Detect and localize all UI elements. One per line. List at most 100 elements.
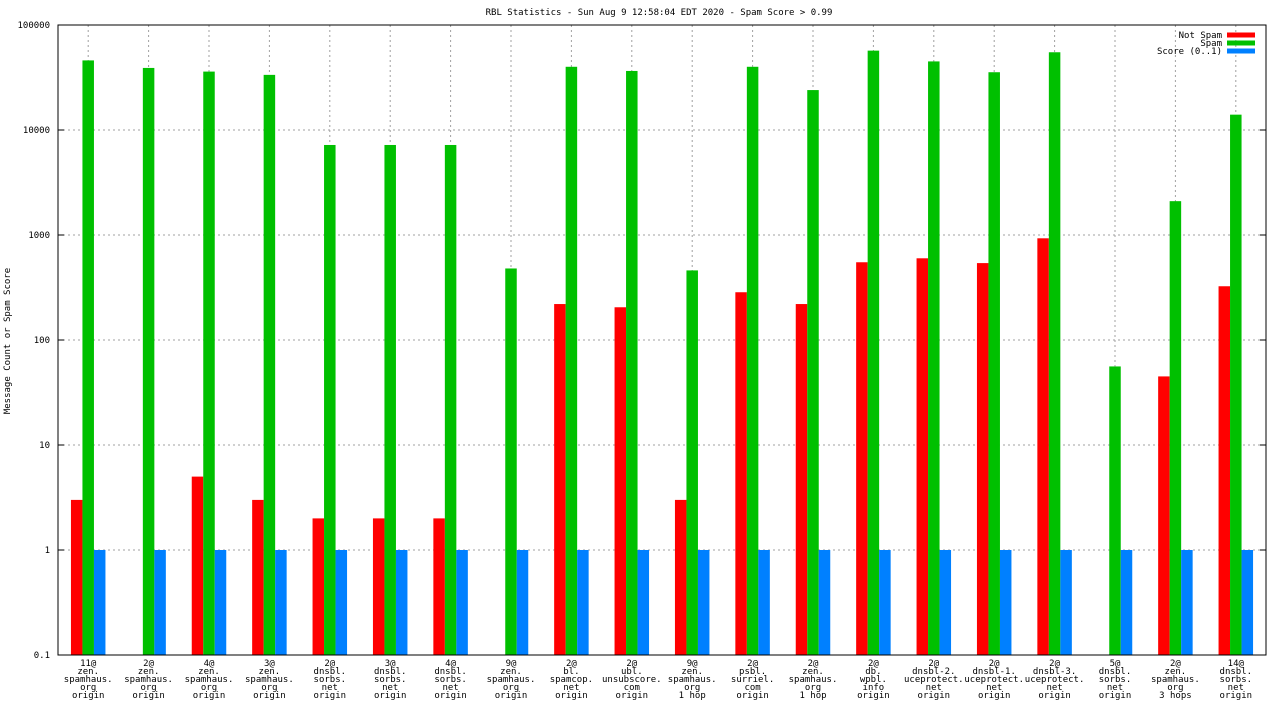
bar [1048, 52, 1061, 656]
x-tick-label-line: origin [1038, 691, 1071, 701]
x-tick-label-line: origin [253, 691, 286, 701]
y-tick-label: 1000 [28, 231, 50, 241]
bar [697, 550, 710, 655]
y-tick-labels: 0.1 1 10 100 1000 10000 100000 [17, 21, 50, 661]
x-tick-label-line: 14@ [1228, 659, 1245, 669]
x-tick-label-line: org [684, 683, 700, 693]
chart-title: RBL Statistics - Sun Aug 9 12:58:04 EDT … [486, 8, 833, 18]
x-tick-label-line: dnsbl. [1099, 667, 1132, 677]
x-tick-label-line: net [382, 683, 398, 693]
legend-label: Score (0..1) [1157, 47, 1222, 57]
x-tick-label-line: org [261, 683, 277, 693]
x-tick-label-line: origin [918, 691, 951, 701]
x-tick-label-line: sorbs. [1099, 675, 1132, 685]
x-tick-label-line: 2@ [1049, 659, 1060, 669]
x-tick-label-line: spamhaus. [1151, 675, 1200, 685]
bar [988, 72, 1000, 656]
bar [686, 270, 698, 655]
bar [335, 550, 348, 655]
bar [203, 71, 215, 655]
x-tick-label-line: 2@ [747, 659, 758, 669]
bar [372, 518, 385, 655]
x-tick-label-line: 2@ [626, 659, 637, 669]
x-tick-label-line: spamhaus. [668, 675, 717, 685]
x-tick-label-line: org [503, 683, 519, 693]
x-tick-label-line: zen. [198, 667, 220, 677]
x-tick-label-line: spamhaus. [789, 675, 838, 685]
bar [433, 518, 445, 655]
x-tick-label-line: org [805, 683, 821, 693]
x-tick-label-line: org [80, 683, 96, 693]
bar [263, 74, 276, 655]
x-tick-label-line: net [563, 683, 579, 693]
legend-swatch [1227, 40, 1255, 46]
bar [795, 304, 808, 655]
x-tick-label-line: zen. [77, 667, 99, 677]
bar [916, 258, 929, 655]
x-tick-label-line: zen. [138, 667, 160, 677]
series-score-0-1 [93, 550, 1254, 655]
x-tick-label-line: net [926, 683, 942, 693]
bar [154, 550, 166, 655]
bar [1218, 286, 1231, 655]
x-tick-label-line: origin [1220, 691, 1253, 701]
x-tick-label-line: 2@ [868, 659, 879, 669]
x-tick-label-line: 2@ [928, 659, 939, 669]
x-tick-label-line: dnsbl. [374, 667, 407, 677]
bar [505, 268, 517, 655]
x-tick-label-line: zen. [500, 667, 522, 677]
x-tick-label-line: zen. [802, 667, 824, 677]
series-spam [82, 50, 1242, 656]
bar [565, 66, 578, 656]
y-tick-label: 100 [34, 336, 50, 346]
x-tick-label-line: psbl. [739, 667, 766, 677]
x-tick-label-line: net [1046, 683, 1062, 693]
x-tick-label-line: 9@ [506, 659, 517, 669]
bar [939, 550, 952, 655]
y-tick-label: 0.1 [34, 651, 50, 661]
legend-label: Spam [1200, 39, 1222, 49]
x-tick-label-line: zen. [681, 667, 703, 677]
bar [758, 550, 770, 655]
bar [456, 550, 468, 655]
x-tick-label-line: spamhaus. [64, 675, 113, 685]
bar [554, 304, 566, 655]
x-tick-label-line: uceprotect. [904, 675, 964, 685]
x-tick-labels: 11@zen.spamhaus.orgorigin2@zen.spamhaus.… [64, 659, 1252, 701]
x-tick-label-line: bl. [563, 667, 579, 677]
x-tick-label-line: com [744, 683, 760, 693]
x-tick-label-line: dnsbl-2. [912, 667, 955, 677]
x-tick-label-line: origin [314, 691, 347, 701]
bar [999, 550, 1012, 655]
bar [1158, 376, 1170, 655]
x-tick-label-line: 1 hop [679, 691, 706, 701]
bar [637, 550, 650, 655]
bar [856, 262, 868, 655]
bar [1181, 550, 1193, 655]
legend-label: Not Spam [1179, 31, 1222, 41]
x-tick-label-line: wpbl. [860, 675, 887, 685]
bar [1060, 550, 1072, 655]
x-tick-label-line: spamhaus. [124, 675, 173, 685]
bar [735, 292, 747, 655]
x-tick-label-line: sorbs. [314, 675, 347, 685]
bar [746, 66, 759, 656]
x-tick-label-line: 3@ [264, 659, 275, 669]
x-tick-label-line: net [442, 683, 458, 693]
bar [214, 550, 227, 655]
x-tick-label-line: uceprotect. [964, 675, 1024, 685]
x-tick-label-line: surriel. [731, 675, 774, 685]
bar [252, 499, 264, 655]
